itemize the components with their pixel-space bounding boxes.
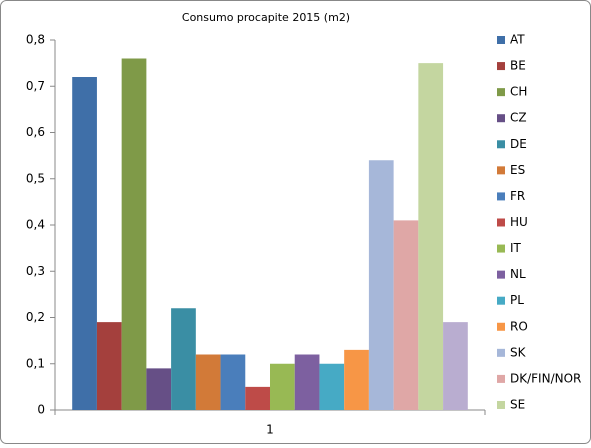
legend-label: PL bbox=[510, 293, 524, 307]
legend-swatch bbox=[497, 400, 505, 409]
legend-swatch bbox=[497, 166, 505, 175]
y-tick-label: 0,7 bbox=[26, 79, 45, 93]
chart-title: Consumo procapite 2015 (m2) bbox=[182, 11, 350, 24]
legend-swatch bbox=[497, 244, 505, 253]
legend-label: AT bbox=[510, 33, 525, 47]
y-tick-label: 0,6 bbox=[26, 125, 45, 139]
bar bbox=[121, 58, 147, 410]
y-tick-label: 0 bbox=[37, 403, 45, 417]
y-tick-label: 0,3 bbox=[26, 264, 45, 278]
legend-label: DK/FIN/NOR bbox=[510, 371, 581, 385]
legend-label: SK bbox=[510, 345, 527, 359]
legend-swatch bbox=[497, 218, 505, 227]
legend-swatch bbox=[497, 192, 505, 201]
legend-label: FR bbox=[510, 189, 525, 203]
bar bbox=[245, 386, 270, 410]
x-tick-label: 1 bbox=[266, 423, 274, 437]
bar bbox=[220, 354, 246, 410]
legend-swatch bbox=[497, 270, 505, 279]
legend-swatch bbox=[497, 322, 505, 331]
y-tick-label: 0,4 bbox=[26, 218, 45, 232]
y-tick-label: 0,5 bbox=[26, 171, 45, 185]
bar bbox=[146, 368, 172, 410]
legend-swatch bbox=[497, 88, 505, 97]
bar bbox=[368, 160, 394, 410]
y-tick-label: 0,2 bbox=[26, 310, 45, 324]
legend-label: IT bbox=[510, 241, 522, 255]
legend-label: CZ bbox=[510, 111, 527, 125]
legend-label: HU bbox=[510, 215, 528, 229]
y-tick-label: 0,1 bbox=[26, 356, 45, 370]
legend-swatch bbox=[497, 36, 505, 44]
legend-label: SE bbox=[510, 397, 525, 411]
bar bbox=[319, 363, 345, 410]
bar bbox=[195, 354, 221, 410]
legend-swatch bbox=[497, 140, 505, 149]
legend-label: DE bbox=[510, 137, 527, 151]
legend-label: BE bbox=[510, 59, 526, 73]
bar bbox=[344, 349, 369, 410]
legend-label: NL bbox=[510, 267, 526, 281]
legend-swatch bbox=[497, 62, 505, 71]
legend-swatch bbox=[497, 348, 505, 357]
bar bbox=[72, 77, 97, 410]
bar bbox=[294, 354, 320, 410]
y-tick-label: 0,8 bbox=[26, 33, 45, 47]
bar bbox=[443, 322, 468, 410]
legend-swatch bbox=[497, 374, 505, 383]
legend-label: ES bbox=[510, 163, 525, 177]
bar bbox=[96, 322, 122, 410]
bar bbox=[418, 63, 444, 410]
bar bbox=[393, 220, 419, 410]
bar bbox=[171, 308, 196, 410]
legend-swatch bbox=[497, 114, 505, 123]
bar bbox=[270, 363, 295, 410]
legend-label: CH bbox=[510, 85, 527, 99]
legend-label: RO bbox=[510, 319, 528, 333]
legend-swatch bbox=[497, 296, 505, 305]
